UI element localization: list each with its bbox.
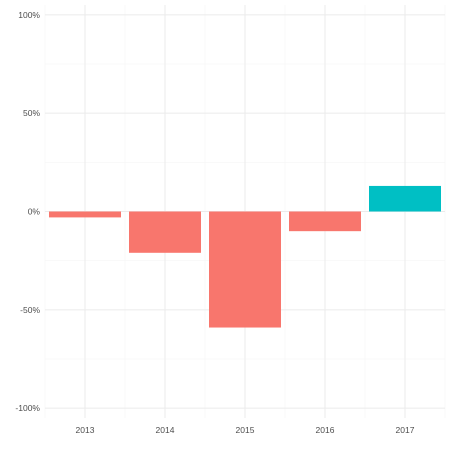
x-tick-label: 2017: [396, 425, 415, 435]
x-tick-label: 2013: [76, 425, 95, 435]
x-tick-label: 2014: [156, 425, 175, 435]
x-axis: 2013 2014 2015 2016 2017: [76, 425, 415, 435]
bar-2017: [369, 185, 441, 212]
x-tick-label: 2016: [316, 425, 335, 435]
y-tick-label: 100%: [18, 10, 40, 20]
bar-2013: [49, 211, 121, 218]
x-tick-label: 2015: [236, 425, 255, 435]
y-tick-label: 0%: [28, 207, 41, 217]
y-axis: -100% -50% 0% 50% 100%: [15, 10, 40, 413]
bar-2016: [289, 211, 361, 232]
bar-2014: [129, 211, 201, 253]
y-tick-label: -50%: [20, 305, 40, 315]
bar-2015: [209, 211, 281, 328]
y-tick-label: -100%: [15, 403, 40, 413]
bars: [49, 185, 441, 328]
y-tick-label: 50%: [23, 108, 40, 118]
